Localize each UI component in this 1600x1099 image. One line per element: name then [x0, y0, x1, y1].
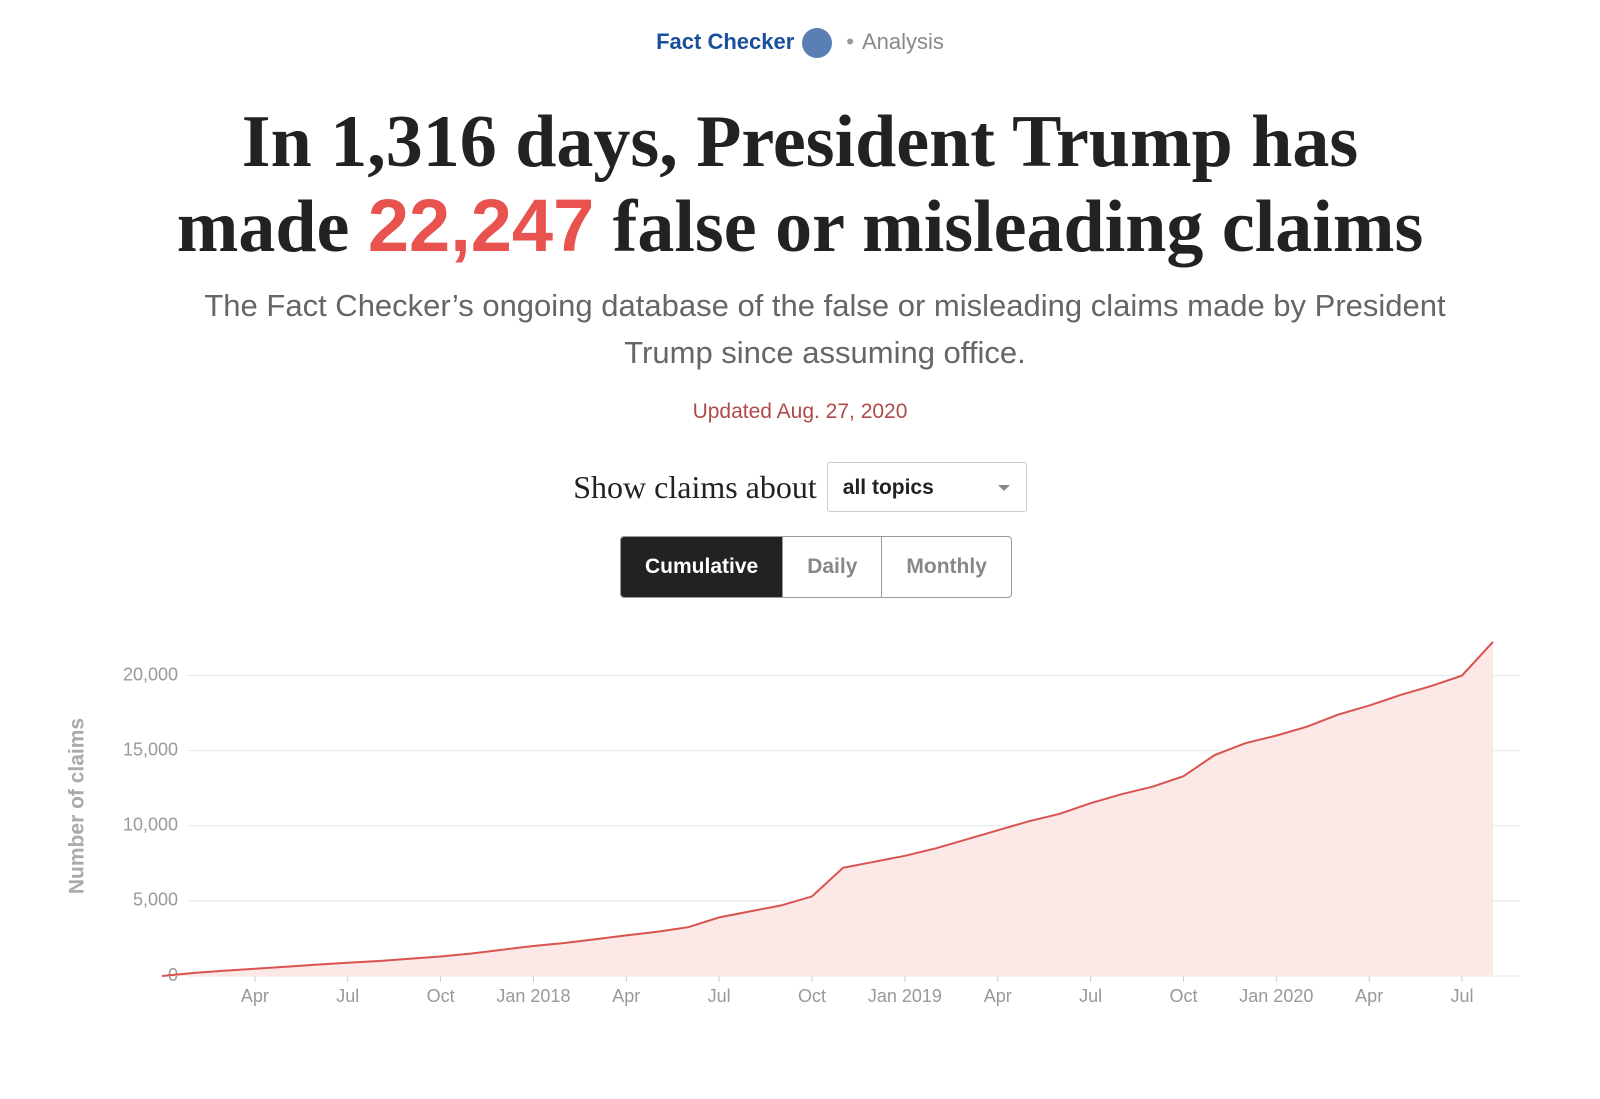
- x-tick-label: Oct: [1169, 986, 1197, 1006]
- headline-number: 22,247: [367, 184, 595, 267]
- filter-label: Show claims about: [573, 468, 817, 505]
- view-toggle: Cumulative Daily Monthly: [620, 536, 1012, 598]
- separator: •: [846, 28, 854, 54]
- x-tick-label: Apr: [241, 986, 269, 1006]
- x-tick-label: Oct: [427, 986, 455, 1006]
- view-button[interactable]: Cumulative: [621, 537, 783, 597]
- chart: Number of claims 05,00010,00015,00020,00…: [66, 641, 1520, 1006]
- view-button[interactable]: Daily: [782, 537, 881, 597]
- article-label: Analysis: [861, 28, 944, 54]
- y-tick-label: 10,000: [123, 815, 178, 835]
- area: [162, 641, 1493, 976]
- x-tick-label: Jul: [1451, 986, 1474, 1006]
- x-tick-label: Jul: [336, 986, 359, 1006]
- x-tick-label: Jan 2019: [868, 986, 942, 1006]
- filter: Show claims about all topics: [0, 462, 1600, 512]
- headline: In 1,316 days, President Trump has made …: [150, 100, 1450, 269]
- y-axis-label: Number of claims: [66, 718, 89, 894]
- x-tick-label: Apr: [612, 986, 640, 1006]
- line: [161, 641, 1494, 977]
- headline-text: In 1,316 days, President Trump has made: [176, 101, 1359, 268]
- topline: Fact Checker • Analysis: [0, 28, 1600, 58]
- x-tick-label: Jul: [1079, 986, 1102, 1006]
- y-tick-label: 20,000: [123, 664, 178, 684]
- subtitle: The Fact Checker’s ongoing database of t…: [204, 288, 1446, 370]
- view-button[interactable]: Monthly: [881, 537, 1010, 597]
- y-tick-label: 15,000: [123, 739, 178, 759]
- fact-checker-icon: [802, 28, 833, 58]
- x-tick-label: Jul: [708, 986, 731, 1006]
- x-tick-label: Jan 2018: [496, 986, 570, 1006]
- x-tick-label: Jan 2020: [1239, 986, 1313, 1006]
- section-link[interactable]: Fact Checker: [656, 28, 795, 54]
- y-tick-label: 5,000: [133, 890, 178, 910]
- updated-date: Updated Aug. 27, 2020: [692, 400, 908, 423]
- x-tick-label: Apr: [984, 986, 1012, 1006]
- topic-select[interactable]: all topics: [826, 462, 1027, 512]
- headline-text: false or misleading claims: [612, 186, 1424, 268]
- x-tick-label: Oct: [798, 986, 826, 1006]
- x-tick-label: Apr: [1355, 986, 1383, 1006]
